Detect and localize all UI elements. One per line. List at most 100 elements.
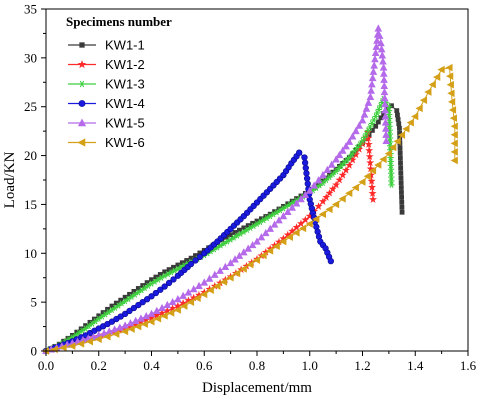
data-point: [246, 260, 254, 269]
data-point: [266, 247, 274, 255]
series-line: [45, 28, 387, 352]
data-point: [244, 244, 253, 252]
data-point: [297, 219, 305, 227]
data-point: [406, 118, 414, 127]
data-point: [195, 290, 203, 299]
data-point: [158, 308, 166, 317]
data-point: [180, 302, 188, 310]
data-point: [381, 100, 389, 108]
data-point: [147, 309, 156, 317]
data-point: [157, 286, 164, 293]
data-point: [389, 103, 394, 109]
data-point: [121, 310, 129, 318]
data-point: [275, 237, 283, 246]
data-point: [305, 186, 314, 194]
data-point: [301, 154, 308, 161]
data-point: [364, 140, 373, 148]
data-point: [162, 269, 168, 275]
data-point: [327, 257, 334, 265]
data-point: [368, 183, 377, 191]
data-point: [445, 63, 453, 72]
y-tick-label: 30: [24, 50, 37, 65]
legend-label: KW1-5: [105, 116, 145, 131]
data-point: [173, 306, 181, 314]
data-point: [366, 164, 375, 173]
data-point: [381, 111, 386, 116]
data-point: [366, 158, 375, 167]
data-point: [323, 165, 332, 173]
x-tick-label: 0.8: [249, 358, 265, 373]
y-axis: 0 5 10 15 20 25 30 35: [24, 2, 46, 359]
data-point: [226, 273, 234, 282]
x-tick-label: 1.6: [460, 358, 477, 373]
data-point: [184, 296, 193, 304]
data-point: [397, 155, 403, 161]
data-point: [179, 299, 188, 307]
data-point: [179, 291, 187, 299]
data-point: [195, 281, 203, 289]
data-point: [254, 218, 260, 224]
plot-layer: [41, 24, 458, 355]
data-point: [379, 57, 387, 65]
data-point: [397, 130, 402, 136]
data-point: [161, 283, 168, 290]
data-point: [415, 104, 423, 113]
data-point: [139, 298, 146, 306]
legend-item-kw1-4: KW1-4: [68, 96, 145, 111]
data-point: [294, 196, 299, 201]
data-point: [144, 280, 150, 285]
data-point: [368, 166, 377, 175]
data-point: [428, 80, 436, 89]
data-point: [396, 121, 402, 127]
data-point: [253, 237, 261, 245]
data-point: [200, 288, 209, 296]
data-point: [170, 276, 177, 283]
data-point: [450, 131, 458, 139]
data-point: [399, 209, 405, 215]
data-point: [292, 228, 300, 237]
legend-marker: [78, 80, 86, 88]
data-point: [378, 51, 387, 59]
x-axis: 0.0 0.2 0.4 0.6 0.8 1.0 1.2 1.4 1.6: [38, 351, 477, 373]
data-point: [342, 142, 350, 150]
data-point: [147, 317, 155, 326]
data-point: [266, 244, 275, 253]
data-point: [332, 180, 341, 189]
data-point: [120, 327, 129, 336]
data-point: [398, 180, 404, 185]
data-point: [338, 195, 346, 203]
series-kw1-6: [41, 63, 458, 355]
data-point: [351, 150, 360, 158]
data-point: [103, 332, 111, 341]
data-point: [258, 216, 264, 222]
data-point: [157, 272, 163, 277]
y-tick-label: 35: [24, 2, 37, 17]
data-point: [165, 279, 173, 287]
data-point: [393, 137, 401, 146]
data-point: [397, 131, 406, 139]
data-point: [399, 204, 405, 210]
data-point: [447, 89, 455, 98]
data-point: [167, 309, 175, 317]
data-point: [399, 190, 404, 195]
data-point: [279, 211, 288, 220]
data-point: [135, 301, 142, 309]
data-point: [327, 160, 336, 168]
data-point: [364, 134, 373, 142]
data-point: [152, 311, 161, 319]
data-point: [355, 121, 364, 129]
data-point: [205, 274, 214, 282]
data-point: [140, 283, 146, 288]
data-point: [131, 316, 140, 324]
data-point: [377, 45, 386, 53]
data-point: [395, 117, 401, 122]
x-tick-label: 0.6: [196, 358, 213, 373]
data-point: [378, 115, 384, 121]
data-point: [303, 170, 310, 177]
legend-marker: [77, 118, 87, 127]
data-point: [450, 139, 458, 148]
data-point: [450, 156, 458, 165]
x-tick-label: 1.4: [407, 358, 424, 373]
data-point: [259, 251, 267, 260]
